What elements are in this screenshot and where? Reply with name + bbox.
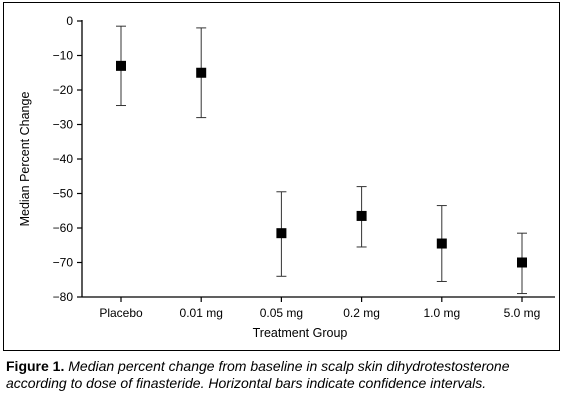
data-point-marker	[116, 60, 126, 71]
x-tick-label: Placebo	[99, 306, 143, 320]
data-point-marker	[196, 67, 207, 78]
figure-frame	[3, 2, 560, 351]
y-axis-title: Median Percent Change	[18, 92, 32, 227]
y-tick-label: −80	[53, 290, 74, 304]
figure-caption: Figure 1. Median percent change from bas…	[6, 358, 562, 392]
data-marks	[116, 25, 527, 295]
data-point-marker	[517, 257, 527, 268]
caption-label: Figure 1.	[6, 358, 65, 374]
y-tick-label: −20	[53, 83, 74, 97]
x-tick-label: 1.0 mg	[423, 306, 460, 320]
y-tick-label: 0	[66, 14, 73, 28]
data-point-marker	[356, 210, 367, 221]
y-tick-label: −60	[53, 221, 74, 235]
x-tick-label: 0.2 mg	[343, 306, 380, 320]
axes: 0 −10 −20 −30 −40 −50 −60 −70 −80 Placebo 0.01 mg 0…	[53, 14, 555, 320]
data-point-marker	[436, 238, 447, 249]
data-point-marker	[276, 228, 287, 239]
y-tick-label: −50	[53, 187, 74, 201]
y-tick-label: −10	[53, 49, 74, 63]
x-tick-label: 5.0 mg	[504, 306, 541, 320]
y-tick-label: −30	[53, 118, 74, 132]
y-tick-label: −40	[53, 152, 74, 166]
x-tick-label: 0.01 mg	[180, 306, 223, 320]
y-tick-label: −70	[53, 256, 74, 270]
x-tick-label: 0.05 mg	[260, 306, 303, 320]
caption-text: Median percent change from baseline in s…	[6, 358, 510, 391]
x-axis-title: Treatment Group	[253, 326, 348, 340]
error-bar-chart: 0 −10 −20 −30 −40 −50 −60 −70 −80 Placebo 0.01 mg 0…	[18, 14, 555, 340]
